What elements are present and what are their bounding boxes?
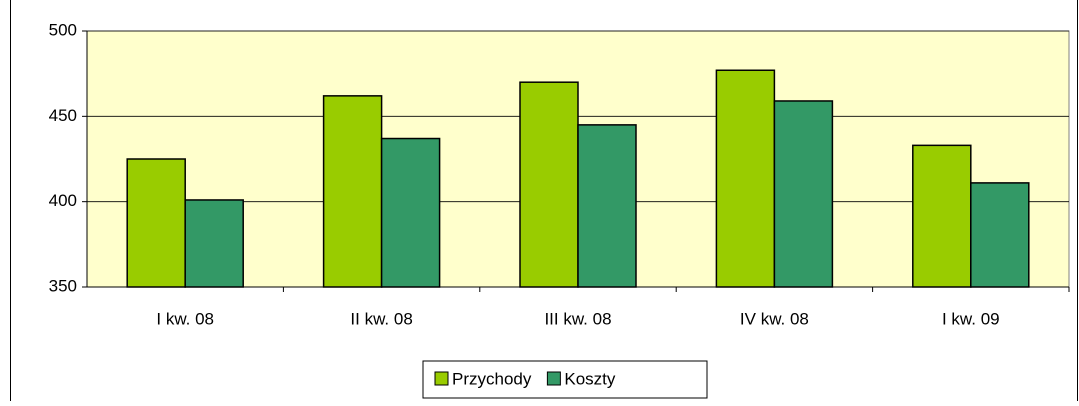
y-tick-label: 500 [49, 20, 77, 39]
x-tick-label: IV kw. 08 [740, 309, 809, 328]
legend-swatch [434, 371, 449, 386]
bar [970, 182, 1030, 288]
bar [380, 137, 441, 288]
bar [322, 95, 383, 288]
legend-box [422, 360, 708, 399]
bar [126, 158, 186, 288]
x-tick-label: I kw. 08 [156, 309, 214, 328]
bar [184, 199, 244, 288]
legend-swatch [546, 371, 561, 386]
bar [519, 81, 579, 288]
bar [715, 69, 776, 288]
y-tick-label: 350 [49, 276, 77, 295]
x-tick-label: III kw. 08 [544, 309, 611, 328]
bar [912, 144, 972, 288]
legend-label: Przychody [452, 369, 532, 388]
x-tick-label: II kw. 08 [350, 309, 412, 328]
y-tick-label: 400 [49, 191, 77, 210]
y-tick-label: 450 [49, 106, 77, 125]
legend-label: Koszty [564, 369, 616, 388]
bar [577, 124, 637, 288]
x-tick-label: I kw. 09 [942, 309, 1000, 328]
bar [773, 100, 834, 288]
